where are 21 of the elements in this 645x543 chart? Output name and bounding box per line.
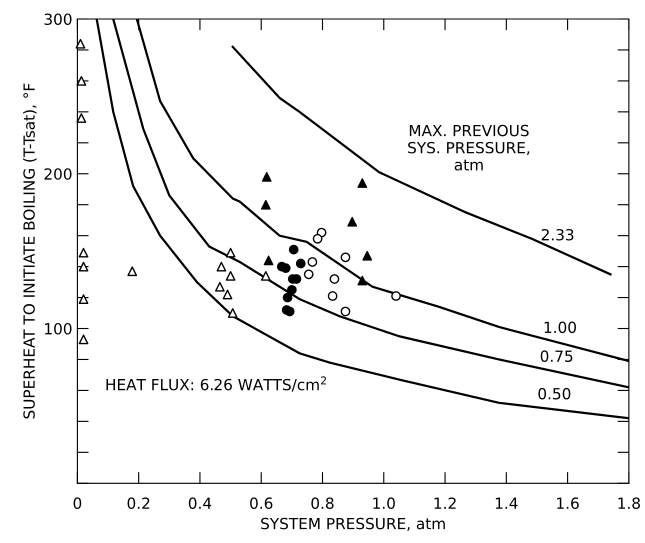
- x-tick-label: 1.6: [557, 497, 579, 509]
- series-label: 2.33: [542, 228, 574, 241]
- y-tick-label: 200: [44, 168, 72, 180]
- annotation: HEAT FLUX: 6.26 WATTS/cm$^{2}$: [106, 376, 326, 392]
- x-tick-label: 0.6: [250, 497, 272, 509]
- series-label: 0.50: [538, 388, 570, 400]
- x-tick-label: 1.0: [373, 497, 395, 509]
- y-tick-label: 100: [45, 322, 72, 335]
- series-label: 1.00: [544, 322, 576, 334]
- x-axis-title: SYSTEM PRESSURE, atm: [261, 518, 445, 531]
- x-tick-label: 0.8: [311, 497, 334, 509]
- series-label: 0.75: [540, 350, 572, 362]
- x-tick-label: 0.2: [128, 497, 150, 509]
- annotation: MAX. PREVIOUS SYS. PRESSURE, atm: [408, 124, 530, 171]
- y-tick-label: 300: [44, 13, 72, 26]
- x-tick-label: 1.2: [434, 497, 456, 509]
- x-tick-label: 0: [74, 497, 82, 509]
- y-axis-title: SUPERHEAT TO INITIATE BOILING (T-Tsat), °F: [23, 84, 37, 418]
- x-tick-label: 1.8: [618, 497, 640, 509]
- x-tick-label: 0.4: [188, 497, 212, 509]
- x-tick-label: 1.4: [496, 498, 518, 509]
